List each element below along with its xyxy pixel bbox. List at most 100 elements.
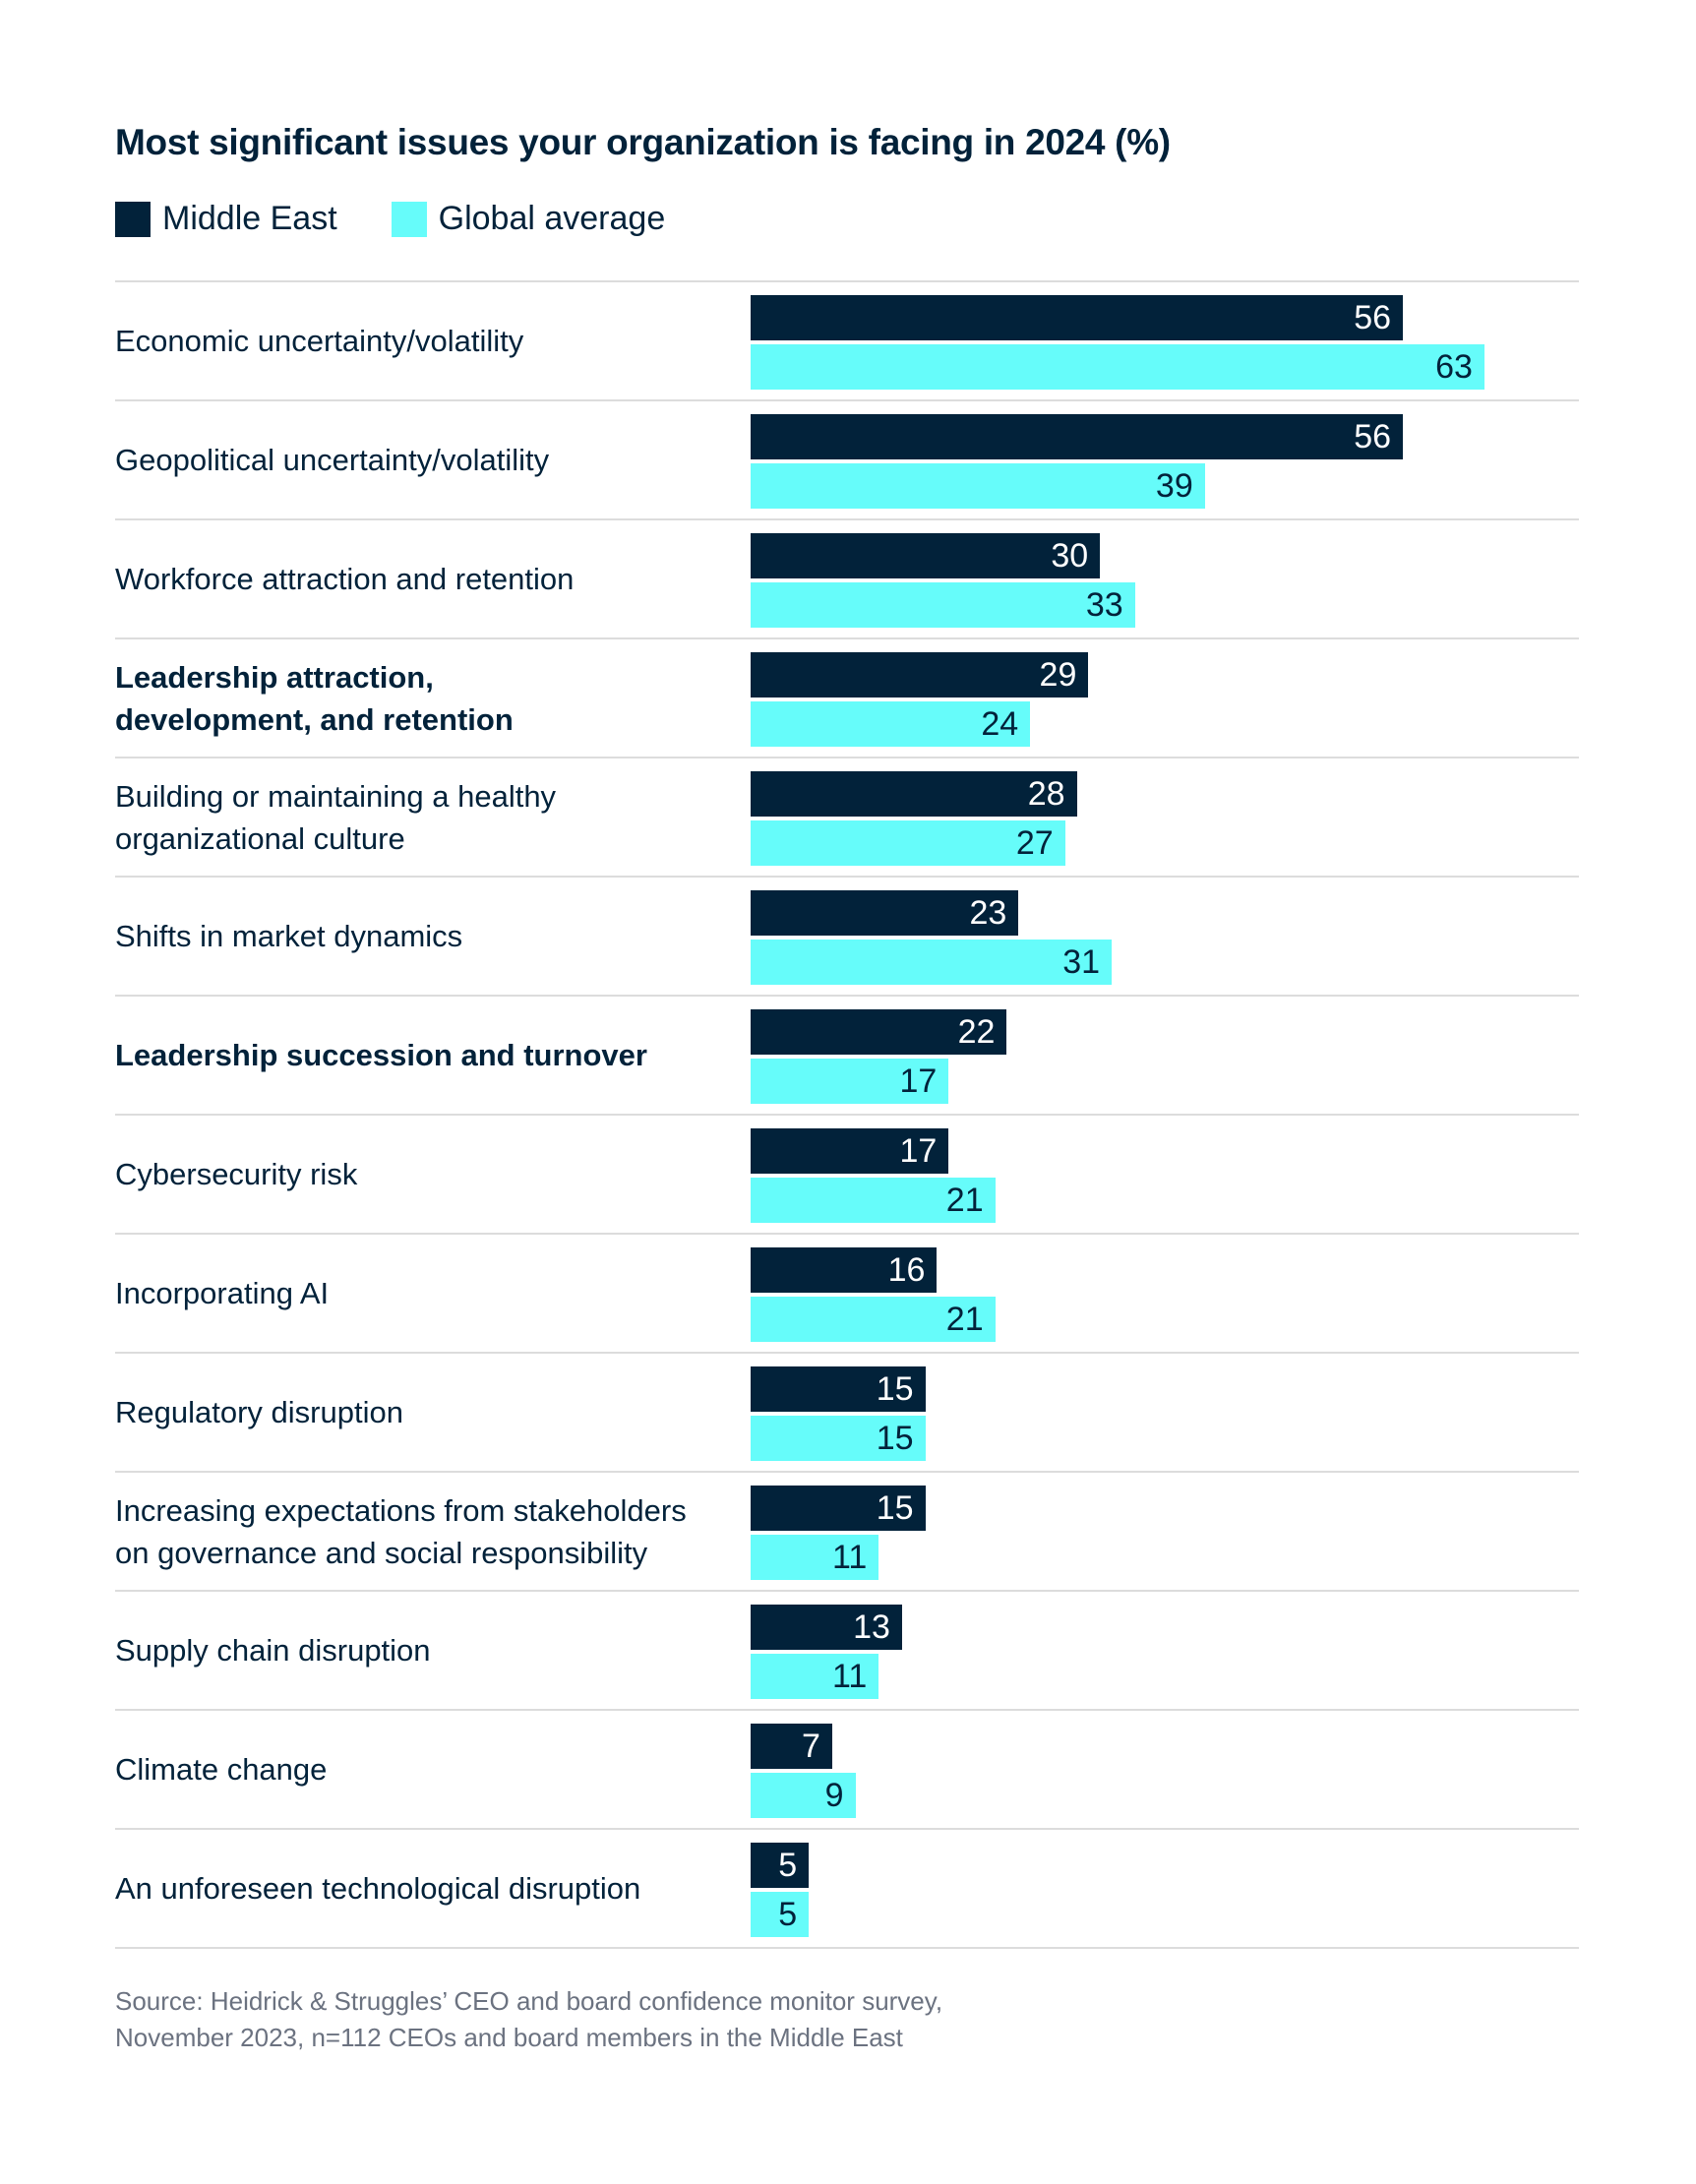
bar-global-average: 27 [751,820,1065,866]
category-label-text: An unforeseen technological disruption [115,1871,641,1906]
category-label-text: Leadership succession and turnover [115,1038,647,1072]
source-line: Source: Heidrick & Struggles’ CEO and bo… [115,1986,943,2016]
chart-row: Climate change 7 9 [115,1709,1579,1828]
chart-row: Regulatory disruption 15 15 [115,1352,1579,1471]
bar-middle-east: 23 [751,890,1019,936]
category-label: Workforce attraction and retention [115,520,725,637]
chart-row: Leadership succession and turnover 22 17 [115,995,1579,1114]
chart-row: Cybersecurity risk 17 21 [115,1114,1579,1233]
bar-global-average: 11 [751,1654,879,1699]
category-label: Geopolitical uncertainty/volatility [115,401,725,518]
legend-item-global-average: Global average [391,200,666,238]
legend-label-global-average: Global average [438,200,666,237]
category-label: Leadership attraction, development, and r… [115,639,725,757]
data-label-global-average: 63 [1435,347,1473,386]
data-label-middle-east: 13 [853,1608,890,1646]
category-label: Building or maintaining a healthy organiz… [115,758,725,876]
bar-middle-east: 16 [751,1247,938,1293]
legend-swatch-middle-east [115,201,151,237]
category-label-text: Cybersecurity risk [115,1157,358,1191]
chart-row: Increasing expectations from stakeholder… [115,1471,1579,1590]
data-label-global-average: 11 [831,1657,868,1695]
category-label-text: Economic uncertainty/volatility [115,324,524,358]
bar-global-average: 31 [751,940,1113,985]
data-label-middle-east: 23 [969,893,1007,932]
data-label-middle-east: 29 [1039,655,1077,694]
bar-global-average: 11 [751,1535,879,1580]
data-label-middle-east: 28 [1027,774,1065,813]
category-label-text: Supply chain disruption [115,1633,431,1668]
bar-global-average: 15 [751,1416,926,1461]
chart-row: An unforeseen technological disruption 5 5 [115,1828,1579,1949]
category-label-text: Workforce attraction and retention [115,562,575,596]
data-label-global-average: 15 [876,1419,914,1457]
bar-middle-east: 29 [751,652,1089,698]
data-label-global-average: 5 [778,1895,798,1933]
data-label-global-average: 24 [981,704,1019,743]
data-label-middle-east: 15 [876,1369,914,1408]
data-label-middle-east: 56 [1354,298,1392,336]
chart-row: Geopolitical uncertainty/volatility 56 39 [115,399,1579,518]
bar-global-average: 63 [751,344,1484,390]
source-note: Source: Heidrick & Struggles’ CEO and bo… [115,1983,942,2056]
category-label: Increasing expectations from stakeholder… [115,1473,725,1590]
category-label-text: Geopolitical uncertainty/volatility [115,443,550,477]
data-label-middle-east: 7 [801,1727,820,1765]
bar-middle-east: 56 [751,414,1404,459]
category-label-text: Building or maintaining a healthy organiz… [115,778,557,856]
chart-row: Shifts in market dynamics 23 31 [115,876,1579,995]
category-label: Incorporating AI [115,1235,725,1352]
data-label-global-average: 27 [1015,823,1054,862]
bar-global-average: 17 [751,1059,949,1104]
category-label-text: Regulatory disruption [115,1395,403,1429]
bar-global-average: 9 [751,1773,856,1818]
bar-global-average: 39 [751,463,1205,509]
chart-row: Leadership attraction, development, and r… [115,637,1579,757]
data-label-middle-east: 56 [1354,417,1392,455]
bar-middle-east: 13 [751,1605,902,1650]
bar-global-average: 21 [751,1297,996,1342]
data-label-global-average: 21 [945,1300,984,1338]
bar-global-average: 21 [751,1178,996,1223]
category-label: Climate change [115,1711,725,1828]
category-label-text: Shifts in market dynamics [115,919,463,953]
bar-middle-east: 5 [751,1843,810,1888]
category-label-text: Leadership attraction, development, and r… [115,659,514,737]
category-label: Regulatory disruption [115,1354,725,1471]
data-label-global-average: 17 [899,1062,938,1100]
bar-middle-east: 30 [751,533,1101,578]
bar-middle-east: 56 [751,295,1404,340]
bar-global-average: 24 [751,701,1031,747]
data-label-middle-east: 16 [887,1250,926,1289]
data-label-global-average: 31 [1062,942,1101,981]
bar-middle-east: 28 [751,771,1077,817]
data-label-middle-east: 15 [876,1488,914,1527]
category-label-text: Increasing expectations from stakeholder… [115,1492,687,1570]
data-label-middle-east: 5 [778,1846,798,1884]
chart-row: Building or maintaining a healthy organiz… [115,757,1579,876]
category-label: Cybersecurity risk [115,1116,725,1233]
legend: Middle East Global average [115,200,719,238]
bar-middle-east: 17 [751,1128,949,1174]
bar-global-average: 33 [751,582,1135,628]
bar-chart: Economic uncertainty/volatility 56 63 Geopo… [115,280,1579,1949]
chart-title: Most significant issues your organizatio… [115,122,1171,162]
bar-middle-east: 15 [751,1366,926,1412]
data-label-middle-east: 22 [957,1012,996,1051]
data-label-global-average: 33 [1085,585,1123,624]
legend-swatch-global-average [391,201,427,237]
category-label: An unforeseen technological disruption [115,1830,725,1947]
bar-global-average: 5 [751,1892,810,1937]
bar-middle-east: 15 [751,1486,926,1531]
legend-item-middle-east: Middle East [115,200,337,238]
data-label-middle-east: 30 [1051,536,1089,575]
category-label: Supply chain disruption [115,1592,725,1709]
category-label: Economic uncertainty/volatility [115,282,725,399]
chart-row: Economic uncertainty/volatility 56 63 [115,280,1579,399]
chart-row: Supply chain disruption 13 11 [115,1590,1579,1709]
bar-middle-east: 22 [751,1009,1007,1055]
data-label-global-average: 9 [824,1776,844,1814]
bar-middle-east: 7 [751,1724,832,1769]
category-label-text: Incorporating AI [115,1276,330,1310]
category-label: Shifts in market dynamics [115,878,725,995]
